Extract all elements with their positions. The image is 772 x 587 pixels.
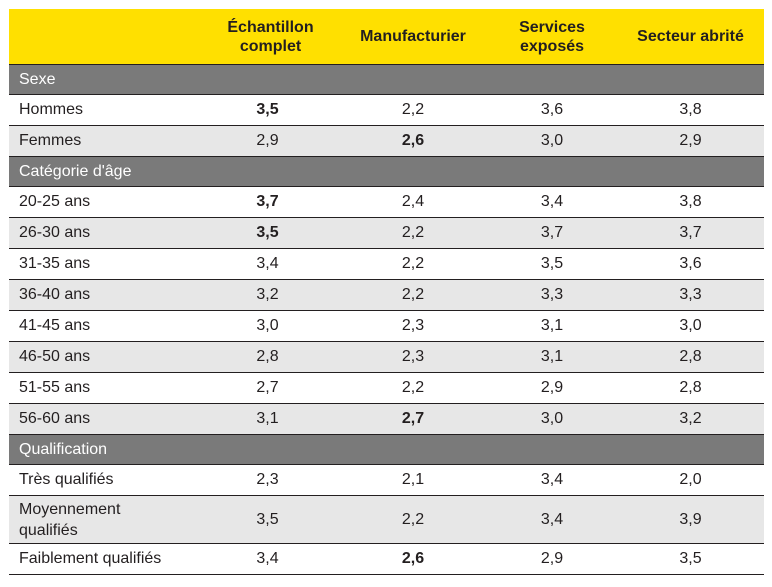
row-label: 56-60 ans bbox=[9, 403, 196, 435]
value-cell: 2,3 bbox=[339, 310, 487, 342]
data-table: Échantillon complet Manufacturier Servic… bbox=[9, 9, 764, 575]
value-cell: 2,9 bbox=[617, 125, 764, 157]
value-cell: 2,7 bbox=[196, 372, 339, 404]
row-label: 20-25 ans bbox=[9, 186, 196, 218]
data-table-container: Échantillon complet Manufacturier Servic… bbox=[9, 9, 764, 575]
value-cell: 2,2 bbox=[339, 372, 487, 404]
value-cell: 3,0 bbox=[487, 125, 617, 157]
value-cell: 3,1 bbox=[487, 310, 617, 342]
value-cell: 2,2 bbox=[339, 217, 487, 249]
table-row: Très qualifiés 2,3 2,1 3,4 2,0 bbox=[9, 464, 764, 496]
value-cell: 3,4 bbox=[487, 495, 617, 544]
header-secteur-abrite: Secteur abrité bbox=[617, 9, 764, 65]
value-cell: 3,1 bbox=[487, 341, 617, 373]
section-row: Qualification bbox=[9, 434, 764, 465]
header-services-exposes: Services exposés bbox=[487, 9, 617, 65]
value-cell: 2,6 bbox=[339, 543, 487, 575]
value-cell: 3,0 bbox=[487, 403, 617, 435]
row-label: 31-35 ans bbox=[9, 248, 196, 280]
value-cell: 2,9 bbox=[487, 543, 617, 575]
value-cell: 3,2 bbox=[617, 403, 764, 435]
value-cell: 3,7 bbox=[487, 217, 617, 249]
row-label: 46-50 ans bbox=[9, 341, 196, 373]
value-cell: 2,3 bbox=[339, 341, 487, 373]
value-cell: 3,1 bbox=[196, 403, 339, 435]
value-cell: 3,5 bbox=[196, 217, 339, 249]
table-row: 31-35 ans 3,4 2,2 3,5 3,6 bbox=[9, 248, 764, 280]
value-cell: 3,3 bbox=[487, 279, 617, 311]
value-cell: 2,2 bbox=[339, 495, 487, 544]
header-row: Échantillon complet Manufacturier Servic… bbox=[9, 9, 764, 65]
value-cell: 3,5 bbox=[196, 495, 339, 544]
value-cell: 2,8 bbox=[617, 372, 764, 404]
value-cell: 3,8 bbox=[617, 186, 764, 218]
value-cell: 3,9 bbox=[617, 495, 764, 544]
value-cell: 3,5 bbox=[196, 94, 339, 126]
value-cell: 2,6 bbox=[339, 125, 487, 157]
header-echantillon-complet: Échantillon complet bbox=[196, 9, 339, 65]
value-cell: 3,7 bbox=[617, 217, 764, 249]
row-label: 36-40 ans bbox=[9, 279, 196, 311]
table-row: 56-60 ans 3,1 2,7 3,0 3,2 bbox=[9, 403, 764, 435]
value-cell: 2,1 bbox=[339, 464, 487, 496]
value-cell: 2,0 bbox=[617, 464, 764, 496]
value-cell: 3,4 bbox=[487, 186, 617, 218]
value-cell: 3,4 bbox=[487, 464, 617, 496]
value-cell: 2,8 bbox=[617, 341, 764, 373]
table-row: 26-30 ans 3,5 2,2 3,7 3,7 bbox=[9, 217, 764, 249]
section-row: Sexe bbox=[9, 64, 764, 95]
value-cell: 3,5 bbox=[487, 248, 617, 280]
value-cell: 3,0 bbox=[196, 310, 339, 342]
table-row: 46-50 ans 2,8 2,3 3,1 2,8 bbox=[9, 341, 764, 373]
row-label: Femmes bbox=[9, 125, 196, 157]
row-label: Très qualifiés bbox=[9, 464, 196, 496]
value-cell: 3,2 bbox=[196, 279, 339, 311]
value-cell: 2,7 bbox=[339, 403, 487, 435]
value-cell: 3,5 bbox=[617, 543, 764, 575]
row-label: Faiblement qualifiés bbox=[9, 543, 196, 575]
table-row: Moyennement qualifiés 3,5 2,2 3,4 3,9 bbox=[9, 495, 764, 544]
section-title: Sexe bbox=[9, 64, 764, 95]
value-cell: 2,8 bbox=[196, 341, 339, 373]
section-title: Catégorie d'âge bbox=[9, 156, 764, 187]
value-cell: 3,8 bbox=[617, 94, 764, 126]
header-cell-empty bbox=[9, 9, 196, 65]
value-cell: 3,3 bbox=[617, 279, 764, 311]
value-cell: 3,6 bbox=[487, 94, 617, 126]
value-cell: 3,4 bbox=[196, 543, 339, 575]
section-row: Catégorie d'âge bbox=[9, 156, 764, 187]
value-cell: 3,0 bbox=[617, 310, 764, 342]
table-row: 20-25 ans 3,7 2,4 3,4 3,8 bbox=[9, 186, 764, 218]
row-label: Hommes bbox=[9, 94, 196, 126]
table-row: Femmes 2,9 2,6 3,0 2,9 bbox=[9, 125, 764, 157]
row-label: 26-30 ans bbox=[9, 217, 196, 249]
table-row: 41-45 ans 3,0 2,3 3,1 3,0 bbox=[9, 310, 764, 342]
table-row: 36-40 ans 3,2 2,2 3,3 3,3 bbox=[9, 279, 764, 311]
value-cell: 2,2 bbox=[339, 94, 487, 126]
value-cell: 2,3 bbox=[196, 464, 339, 496]
value-cell: 2,2 bbox=[339, 248, 487, 280]
value-cell: 2,2 bbox=[339, 279, 487, 311]
value-cell: 3,4 bbox=[196, 248, 339, 280]
value-cell: 2,9 bbox=[487, 372, 617, 404]
row-label: Moyennement qualifiés bbox=[9, 495, 196, 544]
table-row: Faiblement qualifiés 3,4 2,6 2,9 3,5 bbox=[9, 543, 764, 575]
table-row: Hommes 3,5 2,2 3,6 3,8 bbox=[9, 94, 764, 126]
row-label: 41-45 ans bbox=[9, 310, 196, 342]
value-cell: 2,9 bbox=[196, 125, 339, 157]
value-cell: 3,7 bbox=[196, 186, 339, 218]
table-row: 51-55 ans 2,7 2,2 2,9 2,8 bbox=[9, 372, 764, 404]
section-title: Qualification bbox=[9, 434, 764, 465]
value-cell: 3,6 bbox=[617, 248, 764, 280]
header-manufacturier: Manufacturier bbox=[339, 9, 487, 65]
value-cell: 2,4 bbox=[339, 186, 487, 218]
table-body: Sexe Hommes 3,5 2,2 3,6 3,8 Femmes 2,9 2,6 3,0 2,9… bbox=[9, 64, 764, 575]
row-label: 51-55 ans bbox=[9, 372, 196, 404]
